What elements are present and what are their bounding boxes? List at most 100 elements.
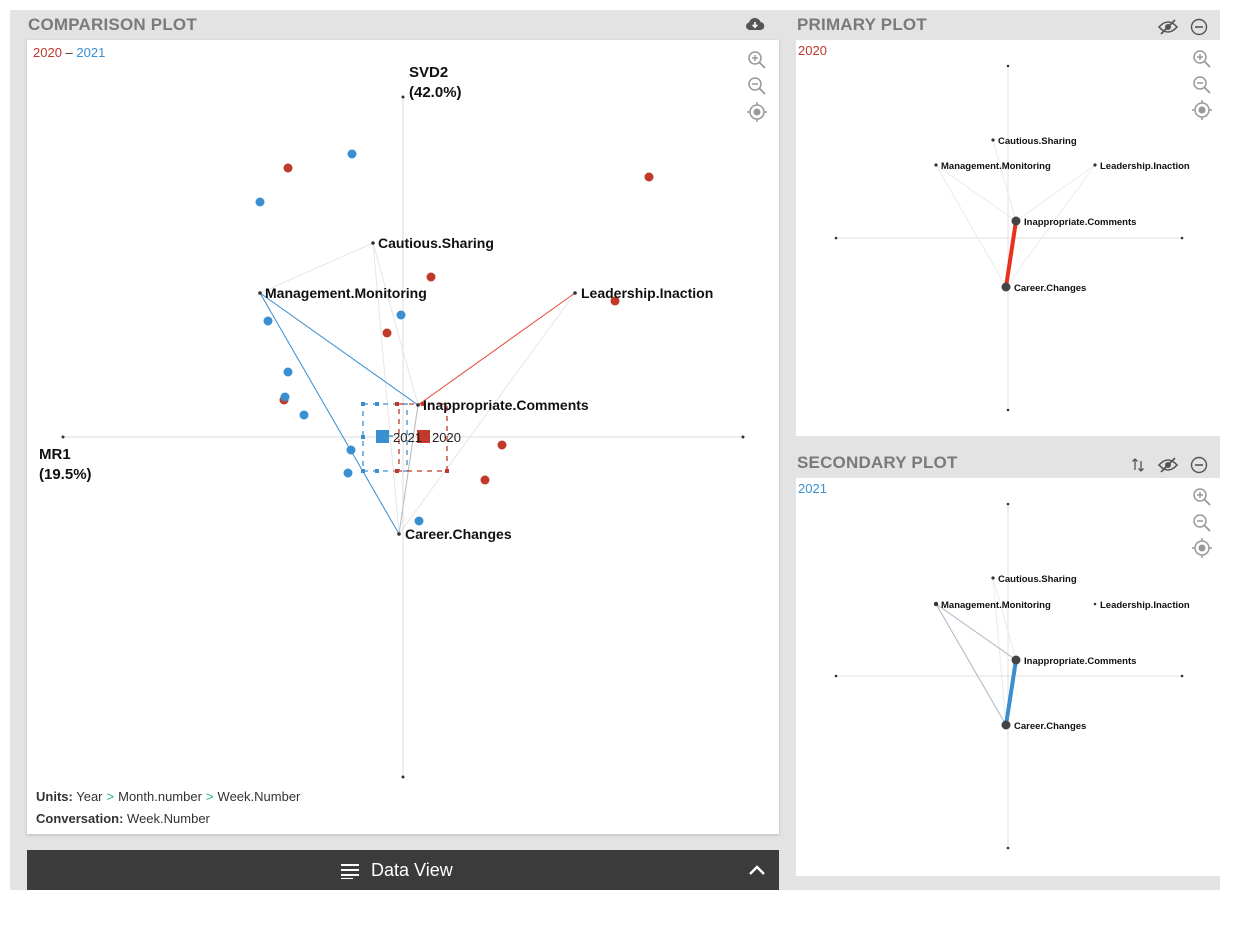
points-2021 [255, 149, 424, 526]
zoom-in-icon[interactable] [1192, 487, 1212, 512]
conversation-label: Conversation: [36, 811, 124, 826]
node-label-leadership-inaction: Leadership.Inaction [1100, 600, 1190, 611]
x-axis-title: MR1 [39, 446, 71, 463]
primary-year-label: 2020 [798, 43, 827, 58]
legend-dash: – [65, 45, 73, 60]
recenter-icon[interactable] [746, 101, 768, 128]
unit-week: Week.Number [217, 789, 301, 804]
node-point-management-monitoring[interactable] [258, 291, 262, 295]
secondary-plot-canvas[interactable]: Cautious.Sharing Management.Monitoring L… [796, 478, 1220, 876]
unit-month: Month.number [118, 789, 202, 804]
node-label-leadership-inaction: Leadership.Inaction [581, 285, 713, 301]
connection-management-inappropriate [935, 603, 1017, 661]
node-point-cautious-sharing[interactable] [991, 138, 995, 142]
y-axis-title: SVD2 [409, 64, 448, 81]
data-view-bar[interactable]: Data View [27, 850, 779, 890]
connection-inappropriate-career [1004, 659, 1018, 726]
minimize-icon[interactable] [1190, 456, 1208, 479]
points-2020 [279, 163, 654, 485]
faint-connections [935, 139, 1096, 288]
comparison-plot-panel: 2020 – 2021 [27, 40, 779, 834]
list-icon [340, 863, 360, 884]
comparison-plot-canvas[interactable]: 2021 2020 Cautious.Sharing Management.Mo… [27, 40, 779, 834]
node-label-inappropriate-comments: Inappropriate.Comments [1024, 656, 1136, 667]
node-label-inappropriate-comments: Inappropriate.Comments [423, 397, 589, 413]
data-point[interactable] [299, 410, 309, 420]
connection-management-career [935, 603, 1007, 726]
data-point[interactable] [396, 310, 406, 320]
conversation-info: Conversation: Week.Number [36, 811, 210, 826]
centroid-2020[interactable] [417, 430, 430, 443]
zoom-out-icon[interactable] [1192, 75, 1212, 100]
data-point[interactable] [382, 328, 392, 338]
data-point[interactable] [346, 445, 356, 455]
minimize-icon[interactable] [1190, 18, 1208, 41]
node-label-cautious-sharing: Cautious.Sharing [998, 574, 1077, 585]
connection-2020-leadership-inappropriate [417, 292, 576, 406]
node-label-management-monitoring: Management.Monitoring [265, 285, 427, 301]
data-point[interactable] [347, 149, 357, 159]
comparison-plot-title: COMPARISON PLOT [28, 15, 197, 34]
node-label-cautious-sharing: Cautious.Sharing [378, 235, 494, 251]
node-label-leadership-inaction: Leadership.Inaction [1100, 161, 1190, 172]
zoom-in-icon[interactable] [1192, 49, 1212, 74]
data-point[interactable] [263, 316, 273, 326]
node-label-cautious-sharing: Cautious.Sharing [998, 136, 1077, 147]
node-label-inappropriate-comments: Inappropriate.Comments [1024, 217, 1136, 228]
node-point-cautious-sharing[interactable] [371, 241, 375, 245]
primary-plot-canvas[interactable]: Cautious.Sharing Management.Monitoring L… [796, 40, 1220, 436]
units-info: Units: Year > Month.number > Week.Number [36, 789, 300, 804]
eye-off-icon[interactable] [1157, 456, 1179, 479]
node-point-management-monitoring[interactable] [933, 601, 939, 607]
axis-end-point [1006, 502, 1010, 506]
node-point-career-changes[interactable] [1001, 720, 1011, 730]
data-point[interactable] [644, 172, 654, 182]
data-view-label: Data View [371, 860, 453, 880]
node-label-management-monitoring: Management.Monitoring [941, 161, 1051, 172]
recenter-icon[interactable] [1191, 99, 1213, 126]
data-point[interactable] [610, 296, 620, 306]
node-point-inappropriate-comments[interactable] [1011, 216, 1021, 226]
node-point-leadership-inaction[interactable] [1093, 163, 1097, 167]
data-point[interactable] [480, 475, 490, 485]
primary-plot-title: PRIMARY PLOT [797, 15, 927, 34]
zoom-in-icon[interactable] [747, 50, 767, 75]
node-point-management-monitoring[interactable] [934, 163, 938, 167]
year-legend: 2020 – 2021 [33, 45, 105, 60]
secondary-year-label: 2021 [798, 481, 827, 496]
ci-box-2021 [362, 403, 408, 472]
recenter-icon[interactable] [1191, 537, 1213, 564]
zoom-out-icon[interactable] [747, 76, 767, 101]
node-point-career-changes[interactable] [1001, 282, 1011, 292]
data-point[interactable] [283, 367, 293, 377]
node-point-career-changes[interactable] [397, 532, 401, 536]
conversation-value: Week.Number [127, 811, 210, 826]
centroid-label-2020: 2020 [432, 430, 461, 445]
data-point[interactable] [255, 197, 265, 207]
data-point[interactable] [343, 468, 353, 478]
node-point-inappropriate-comments[interactable] [416, 403, 420, 407]
chevron-up-icon[interactable] [747, 862, 767, 883]
data-point[interactable] [414, 516, 424, 526]
node-point-leadership-inaction[interactable] [1093, 602, 1097, 606]
axis-end-point [834, 674, 838, 678]
node-point-leadership-inaction[interactable] [573, 291, 577, 295]
node-label-career-changes: Career.Changes [1014, 283, 1086, 294]
ci-corners-2020 [395, 402, 449, 473]
swap-icon[interactable] [1130, 456, 1146, 479]
node-point-cautious-sharing[interactable] [991, 576, 995, 580]
faint-connections [992, 577, 1017, 726]
axis-end-point [1006, 64, 1010, 68]
eye-off-icon[interactable] [1157, 18, 1179, 41]
data-point[interactable] [426, 272, 436, 282]
data-point[interactable] [283, 163, 293, 173]
centroid-label-2021: 2021 [393, 430, 422, 445]
cloud-download-icon[interactable] [745, 16, 765, 37]
centroid-2021[interactable] [376, 430, 389, 443]
x-axis-percent: (19.5%) [39, 466, 92, 483]
node-point-inappropriate-comments[interactable] [1011, 655, 1021, 665]
connection-2021-management-career [259, 292, 400, 535]
data-point[interactable] [280, 392, 290, 402]
zoom-out-icon[interactable] [1192, 513, 1212, 538]
data-point[interactable] [497, 440, 507, 450]
